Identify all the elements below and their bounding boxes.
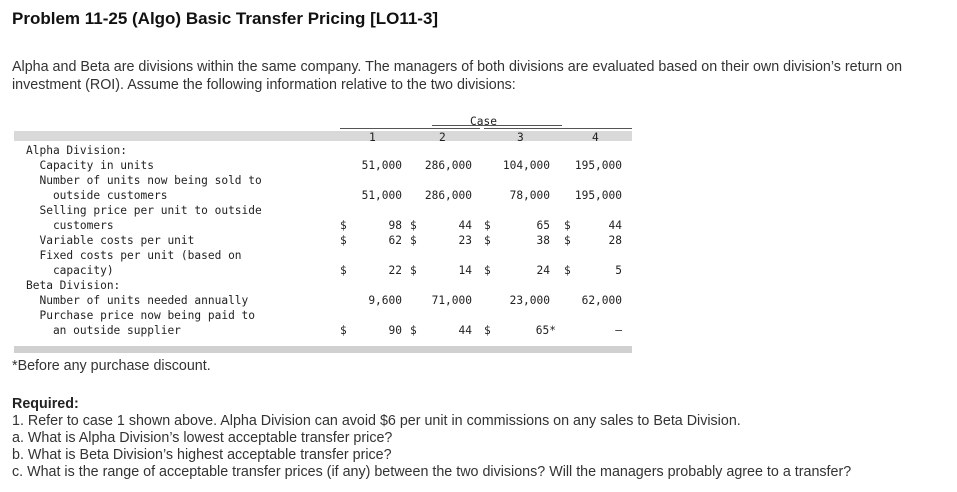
dollar-sign: $ <box>410 219 417 232</box>
dollar-sign: $ <box>340 264 347 277</box>
table-cell: 38 <box>536 234 550 247</box>
table-cell: 28 <box>608 234 622 247</box>
data-table: Case 1 2 3 4 Alpha Division: Capacity in… <box>14 113 632 353</box>
required-item: a. What is Alpha Division’s lowest accep… <box>12 430 393 446</box>
table-cell: 23 <box>458 234 472 247</box>
table-footer-band <box>14 346 632 353</box>
column-header-1: 1 <box>369 131 376 144</box>
table-cell: 22 <box>388 264 402 277</box>
row-label: Alpha Division: <box>26 144 128 157</box>
table-cell: 44 <box>458 219 472 232</box>
table-cell: 71,000 <box>431 294 472 307</box>
dollar-sign: $ <box>484 234 491 247</box>
table-header-band <box>14 131 632 141</box>
col-rule-3 <box>484 128 564 129</box>
table-cell: 51,000 <box>361 189 402 202</box>
row-label: an outside supplier <box>26 324 181 337</box>
table-cell: 9,600 <box>368 294 402 307</box>
row-label: Selling price per unit to outside <box>26 204 262 217</box>
table-footnote: *Before any purchase discount. <box>12 358 211 374</box>
required-item: b. What is Beta Division’s highest accep… <box>12 447 392 463</box>
column-header-4: 4 <box>592 131 599 144</box>
dollar-sign: $ <box>484 219 491 232</box>
table-cell: 195,000 <box>574 189 622 202</box>
dollar-sign: $ <box>484 264 491 277</box>
table-cell: 195,000 <box>574 159 622 172</box>
column-header-2: 2 <box>439 131 446 144</box>
table-cell: 44 <box>458 324 472 337</box>
table-cell: 23,000 <box>509 294 550 307</box>
col-rule-4 <box>564 128 632 129</box>
table-cell: 98 <box>388 219 402 232</box>
table-cell: 62 <box>388 234 402 247</box>
table-cell: – <box>615 324 622 337</box>
row-label: Capacity in units <box>26 159 154 172</box>
dollar-sign: $ <box>410 264 417 277</box>
dollar-sign: $ <box>564 219 571 232</box>
table-cell: 78,000 <box>509 189 550 202</box>
row-label: Fixed costs per unit (based on <box>26 249 242 262</box>
problem-intro: Alpha and Beta are divisions within the … <box>12 59 903 93</box>
dollar-sign: $ <box>340 219 347 232</box>
table-cell: 286,000 <box>424 159 472 172</box>
dollar-sign: $ <box>564 234 571 247</box>
row-label: outside customers <box>26 189 168 202</box>
case-header-rule <box>432 125 562 126</box>
table-cell: 65* <box>535 324 556 337</box>
dollar-sign: $ <box>410 234 417 247</box>
col-rule-1 <box>340 128 432 129</box>
table-cell: 104,000 <box>502 159 550 172</box>
required-item: 1. Refer to case 1 shown above. Alpha Di… <box>12 413 741 429</box>
case-header: Case <box>470 115 497 128</box>
required-item: c. What is the range of acceptable trans… <box>12 464 852 480</box>
problem-title: Problem 11-25 (Algo) Basic Transfer Pric… <box>12 9 439 28</box>
row-label: Purchase price now being paid to <box>26 309 256 322</box>
col-rule-2 <box>410 128 480 129</box>
table-cell: 51,000 <box>361 159 402 172</box>
dollar-sign: $ <box>564 264 571 277</box>
row-label: Beta Division: <box>26 279 121 292</box>
table-cell: 24 <box>536 264 550 277</box>
table-cell: 90 <box>388 324 402 337</box>
dollar-sign: $ <box>340 234 347 247</box>
row-label: Number of units now being sold to <box>26 174 262 187</box>
dollar-sign: $ <box>410 324 417 337</box>
table-cell: 44 <box>608 219 622 232</box>
column-header-3: 3 <box>517 131 524 144</box>
table-cell: 5 <box>615 264 622 277</box>
row-label: Variable costs per unit <box>26 234 195 247</box>
row-label: customers <box>26 219 114 232</box>
table-cell: 14 <box>458 264 472 277</box>
required-section: Required: 1. Refer to case 1 shown above… <box>12 396 952 481</box>
table-cell: 65 <box>536 219 550 232</box>
table-cell: 62,000 <box>581 294 622 307</box>
row-label: Number of units needed annually <box>26 294 249 307</box>
table-cell: 286,000 <box>424 189 472 202</box>
required-heading: Required: <box>12 396 79 412</box>
dollar-sign: $ <box>484 324 491 337</box>
row-label: capacity) <box>26 264 114 277</box>
dollar-sign: $ <box>340 324 347 337</box>
